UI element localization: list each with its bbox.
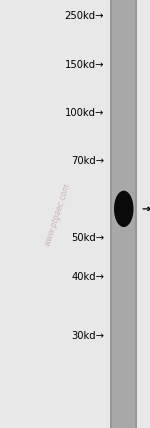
Bar: [110, 0, 112, 428]
Text: 50kd→: 50kd→: [71, 232, 104, 243]
Text: 70kd→: 70kd→: [71, 155, 104, 166]
Bar: [110, 0, 137, 428]
Text: 150kd→: 150kd→: [65, 60, 104, 70]
Ellipse shape: [114, 191, 134, 227]
Text: 250kd→: 250kd→: [65, 11, 104, 21]
Bar: [135, 0, 137, 428]
Text: 30kd→: 30kd→: [71, 331, 104, 341]
Text: www.ptgaec.com: www.ptgaec.com: [43, 181, 71, 247]
Text: 40kd→: 40kd→: [71, 272, 104, 282]
Text: 100kd→: 100kd→: [65, 108, 104, 119]
